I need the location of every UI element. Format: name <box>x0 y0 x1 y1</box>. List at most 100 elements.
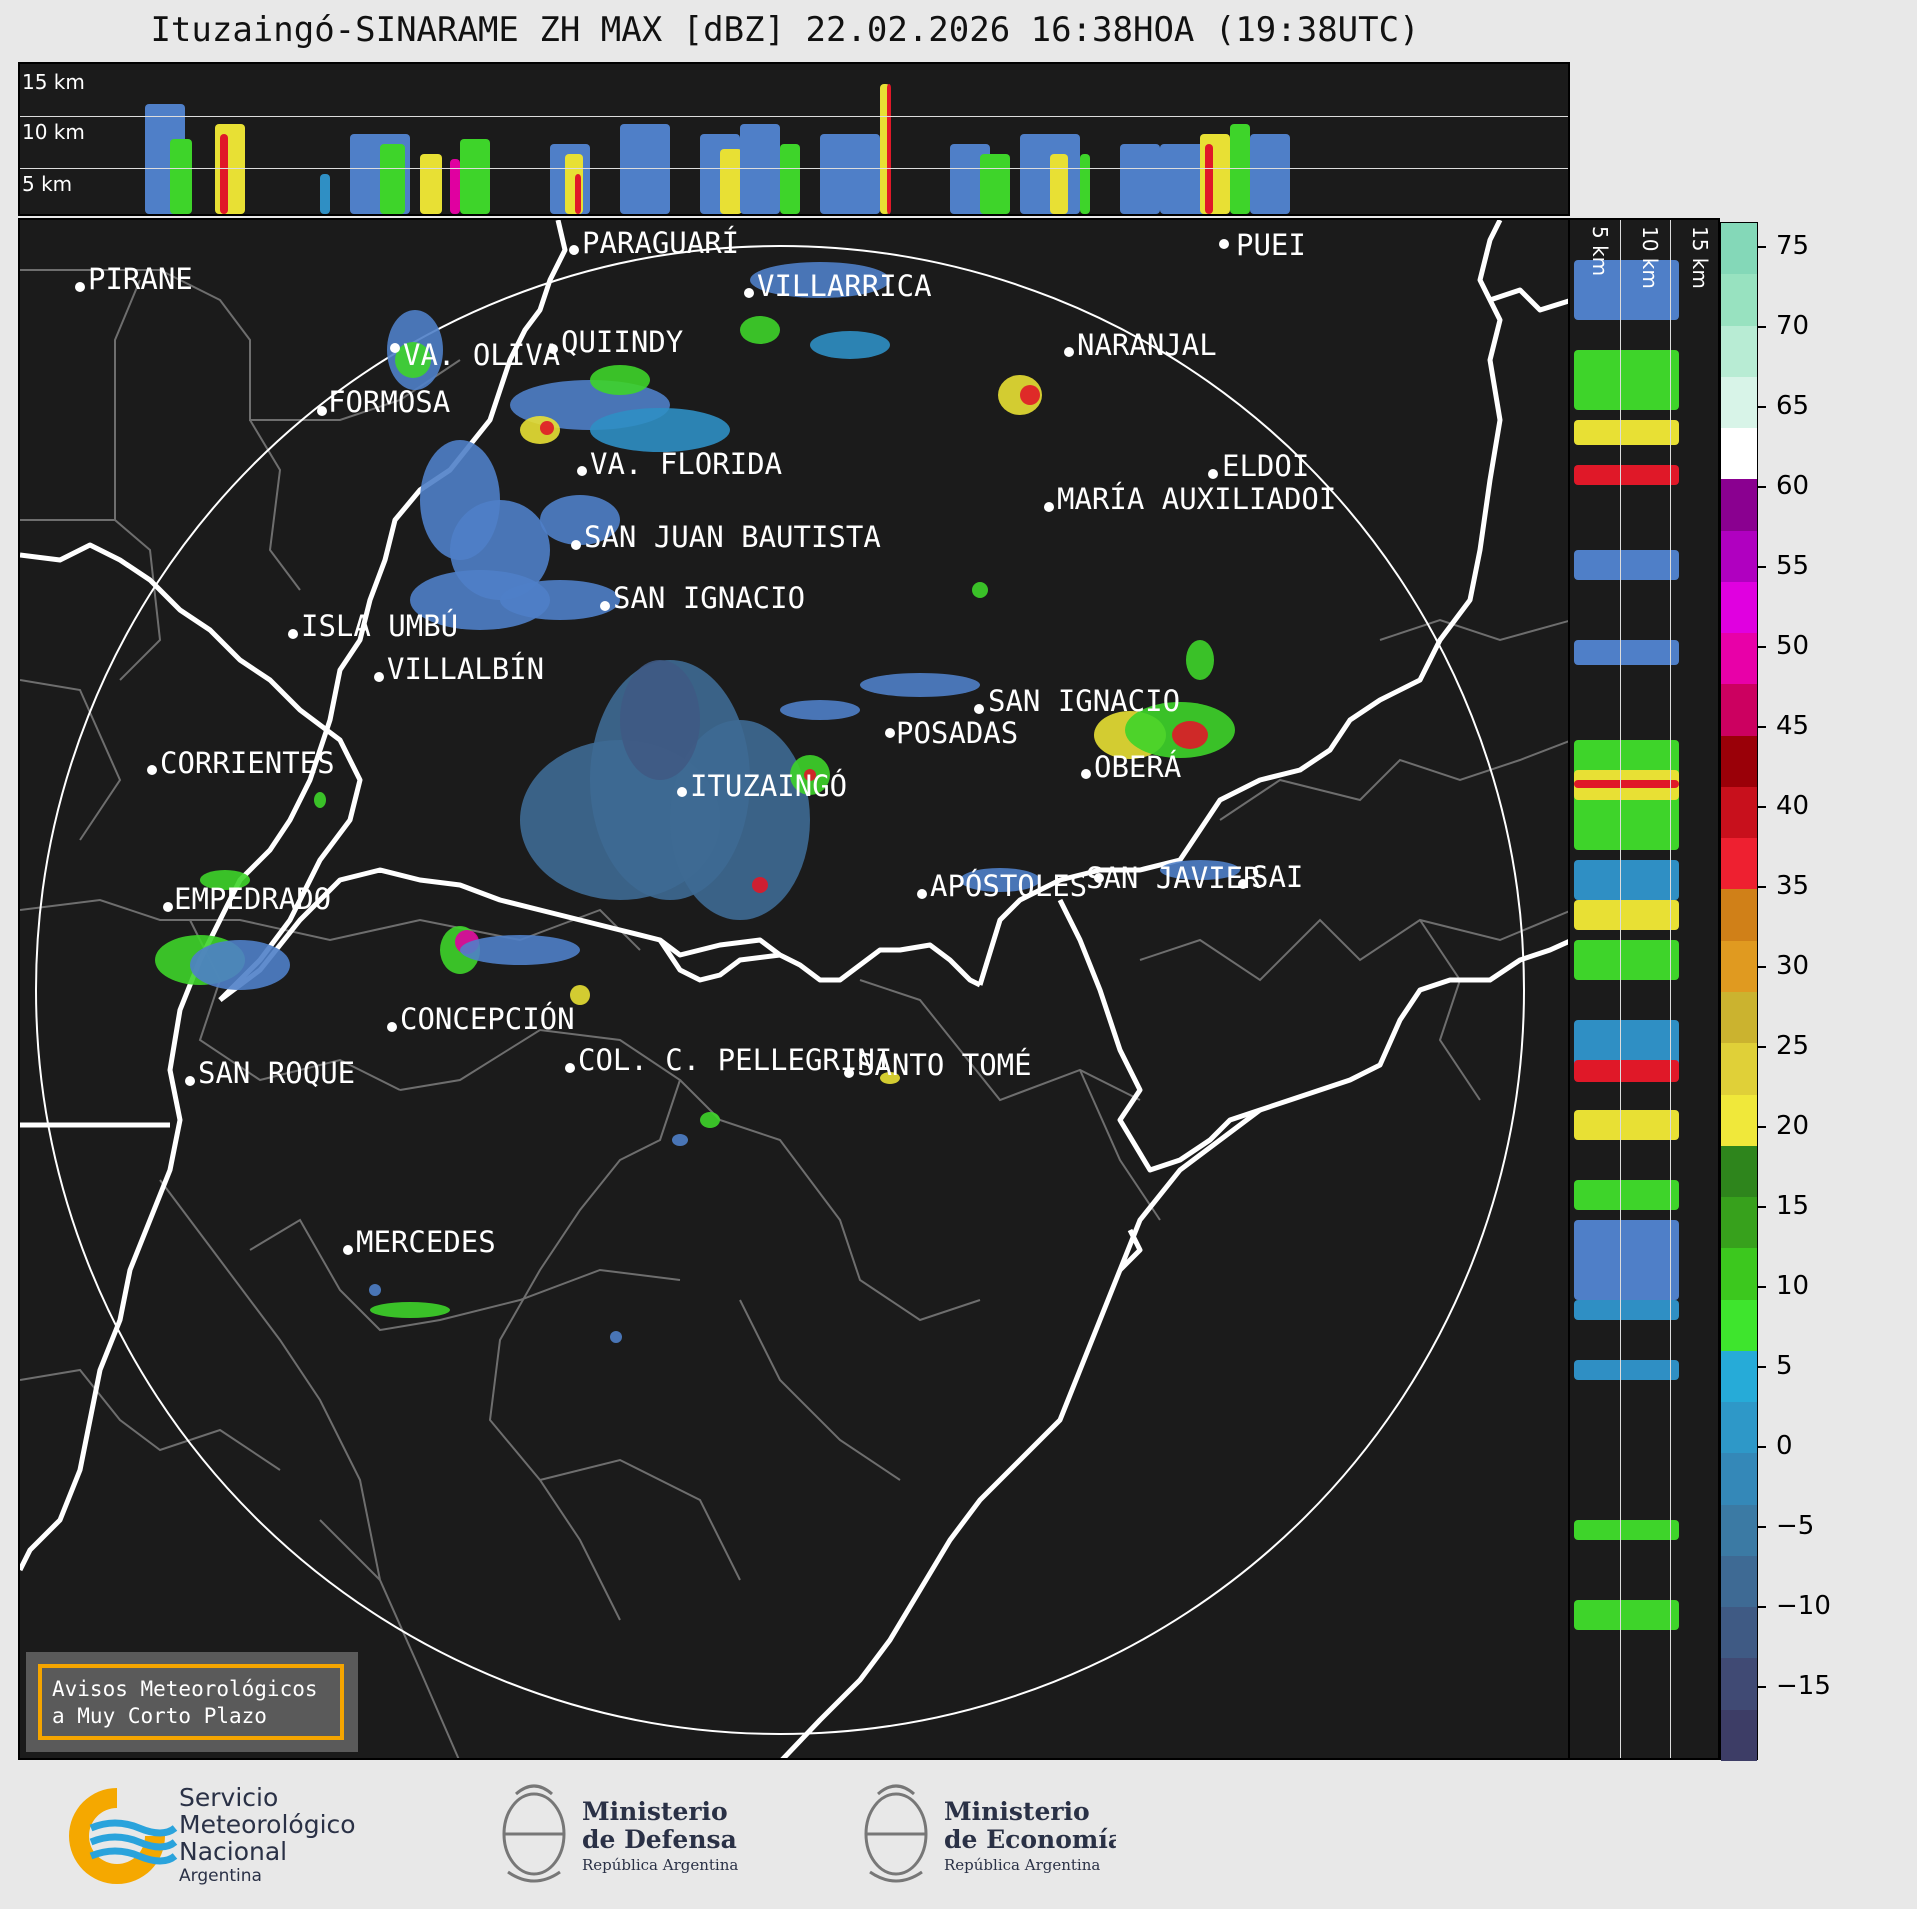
city-label: VA. OLIVA <box>403 338 560 372</box>
right-altitude-profile: 5 km 10 km 15 km <box>1568 218 1720 1760</box>
colorbar-segment <box>1721 1145 1757 1198</box>
economia-logo: Ministerio de Economía República Argenti… <box>864 1784 1116 1883</box>
radar-echo <box>200 870 250 890</box>
colorbar-tick <box>1758 1446 1766 1448</box>
profile-echo <box>215 124 245 214</box>
profile-echo <box>1205 144 1213 214</box>
city-label: QUIINDY <box>561 325 683 359</box>
colorbar-tick <box>1758 566 1766 568</box>
city-label: COL. C. PELLEGRINI <box>578 1043 892 1077</box>
alt-vlabel-10km: 10 km <box>1638 226 1662 289</box>
colorbar-label: 50 <box>1776 631 1810 661</box>
city-marker <box>1208 469 1218 479</box>
radar-echo <box>369 1284 381 1296</box>
city-marker <box>569 245 579 255</box>
colorbar-label: 45 <box>1776 711 1810 741</box>
radar-echo <box>880 1072 900 1084</box>
city-marker <box>565 1063 575 1073</box>
city-marker <box>677 787 687 797</box>
economia-line-2: de Economía <box>944 1825 1116 1854</box>
top-altitude-profile: 15 km 10 km 5 km <box>18 62 1570 216</box>
profile-echo <box>1574 550 1679 580</box>
alt-vline-10km <box>1670 220 1671 1758</box>
radar-echo <box>1172 721 1208 749</box>
colorbar-segment <box>1721 1709 1757 1761</box>
profile-echo <box>1574 1060 1679 1082</box>
profile-echo <box>1160 144 1210 214</box>
city-label: MARÍA AUXILIADOI <box>1057 482 1336 516</box>
radar-echo <box>610 1331 622 1343</box>
radar-echo <box>410 570 550 630</box>
colorbar-tick <box>1758 246 1766 248</box>
colorbar-label: 10 <box>1776 1271 1810 1301</box>
colorbar-segment <box>1721 1658 1757 1710</box>
rivers <box>20 220 1568 1758</box>
colorbar-tick <box>1758 886 1766 888</box>
profile-echo <box>1080 154 1090 214</box>
colorbar-label: 20 <box>1776 1111 1810 1141</box>
profile-echo <box>450 159 460 214</box>
colorbar-tick <box>1758 966 1766 968</box>
alt-label-15km: 15 km <box>22 70 85 94</box>
city-label: SAN JAVIER <box>1086 861 1261 895</box>
colorbar-tick <box>1758 1206 1766 1208</box>
city-label: ITUZAINGÓ <box>690 769 847 803</box>
colorbar-label: 70 <box>1776 311 1810 341</box>
alt-vlabel-5km: 5 km <box>1588 226 1612 277</box>
right-profile-echoes <box>1574 260 1679 1630</box>
colorbar-segment <box>1721 325 1757 377</box>
colorbar-segment <box>1721 1555 1757 1608</box>
colorbar-label: 75 <box>1776 231 1810 261</box>
city-marker <box>577 466 587 476</box>
colorbar-segment <box>1721 1248 1757 1300</box>
radar-echo <box>620 660 700 780</box>
colorbar-tick <box>1758 806 1766 808</box>
radar-echo <box>804 769 816 781</box>
profile-echo <box>1574 350 1679 410</box>
radar-echo <box>1160 860 1240 880</box>
profile-echo <box>320 174 330 214</box>
radar-echo <box>520 416 560 444</box>
alt-label-10km: 10 km <box>22 120 85 144</box>
defensa-line-1: Ministerio <box>582 1797 728 1826</box>
city-marker <box>390 343 400 353</box>
city-marker <box>317 406 327 416</box>
colorbar-label: 65 <box>1776 391 1810 421</box>
colorbar-tick <box>1758 646 1766 648</box>
city-label: CORRIENTES <box>160 746 335 780</box>
city-marker <box>387 1022 397 1032</box>
city-label: OBERÁ <box>1094 750 1181 784</box>
radar-echo <box>740 316 780 344</box>
admin-borders <box>20 269 1568 1758</box>
radar-echo <box>750 262 890 298</box>
radar-echo <box>540 495 620 545</box>
alt-vline-5km <box>1620 220 1621 1758</box>
profile-echo <box>887 84 891 214</box>
city-label: VA. FLORIDA <box>590 447 782 481</box>
city-label: SAI <box>1251 860 1303 894</box>
radar-echo <box>540 421 554 435</box>
aviso-line-2: a Muy Corto Plazo <box>52 1704 267 1728</box>
city-marker <box>600 601 610 611</box>
profile-echo <box>1574 1360 1679 1380</box>
city-label: SAN JUAN BAUTISTA <box>584 520 881 554</box>
radar-echo <box>570 985 590 1005</box>
radar-echo <box>972 582 988 598</box>
city-marker <box>185 1076 195 1086</box>
city-marker <box>1219 239 1229 249</box>
colorbar-segment <box>1721 1453 1757 1505</box>
colorbar-segment <box>1721 838 1757 890</box>
city-label: SAN ROQUE <box>198 1056 355 1090</box>
aviso-banner: Avisos Meteorológicos a Muy Corto Plazo <box>26 1652 358 1752</box>
colorbar-segment <box>1721 684 1757 736</box>
colorbar-segment <box>1721 1350 1757 1403</box>
colorbar-label: 30 <box>1776 951 1810 981</box>
profile-echo <box>1574 420 1679 445</box>
colorbar-segment <box>1721 786 1757 839</box>
profile-echo <box>1574 465 1679 485</box>
city-label: VILLALBÍN <box>387 652 544 686</box>
profile-echo <box>1574 1220 1679 1300</box>
radar-echo <box>780 700 860 720</box>
city-marker <box>1044 502 1054 512</box>
colorbar-segment <box>1721 1094 1757 1146</box>
